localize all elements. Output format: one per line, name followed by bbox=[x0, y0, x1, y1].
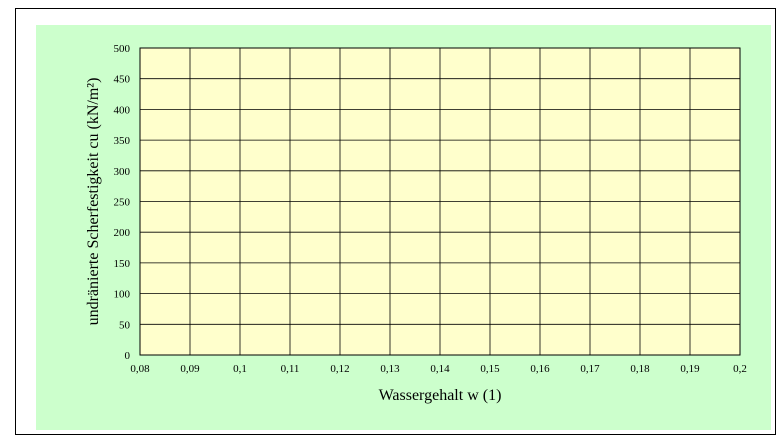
y-tick-label: 250 bbox=[114, 197, 131, 209]
y-tick-label: 200 bbox=[114, 227, 131, 239]
y-axis-title: undränierte Scherfestigkeit cu (kN/m²) bbox=[85, 78, 102, 326]
y-tick-label: 0 bbox=[125, 350, 131, 362]
x-tick-label: 0,09 bbox=[180, 363, 200, 375]
y-tick-label: 150 bbox=[114, 258, 131, 270]
x-tick-label: 0,08 bbox=[130, 363, 150, 375]
x-tick-label: 0,11 bbox=[281, 363, 300, 375]
y-tick-label: 450 bbox=[114, 74, 131, 86]
y-tick-label: 100 bbox=[114, 289, 131, 301]
x-tick-label: 0,12 bbox=[330, 363, 349, 375]
x-tick-label: 0,1 bbox=[233, 363, 247, 375]
x-tick-label: 0,18 bbox=[630, 363, 650, 375]
x-axis-title: Wassergehalt w (1) bbox=[379, 387, 502, 404]
y-tick-label: 500 bbox=[114, 43, 131, 55]
y-tick-labels: 0 50 100 150 200 250 300 350 400 450 500 bbox=[114, 43, 131, 362]
x-tick-label: 0,16 bbox=[530, 363, 550, 375]
x-tick-label: 0,14 bbox=[430, 363, 450, 375]
y-tick-label: 400 bbox=[114, 104, 131, 116]
x-tick-label: 0,13 bbox=[380, 363, 400, 375]
x-tick-label: 0,15 bbox=[480, 363, 500, 375]
y-tick-label: 350 bbox=[114, 135, 131, 147]
x-tick-label: 0,2 bbox=[733, 363, 747, 375]
y-tick-label: 300 bbox=[114, 166, 131, 178]
x-tick-label: 0,17 bbox=[580, 363, 600, 375]
y-tick-label: 50 bbox=[119, 319, 131, 331]
x-tick-label: 0,19 bbox=[680, 363, 700, 375]
x-tick-labels: 0,08 0,09 0,1 0,11 0,12 0,13 0,14 0,15 0,16 0,17 0… bbox=[130, 363, 747, 375]
